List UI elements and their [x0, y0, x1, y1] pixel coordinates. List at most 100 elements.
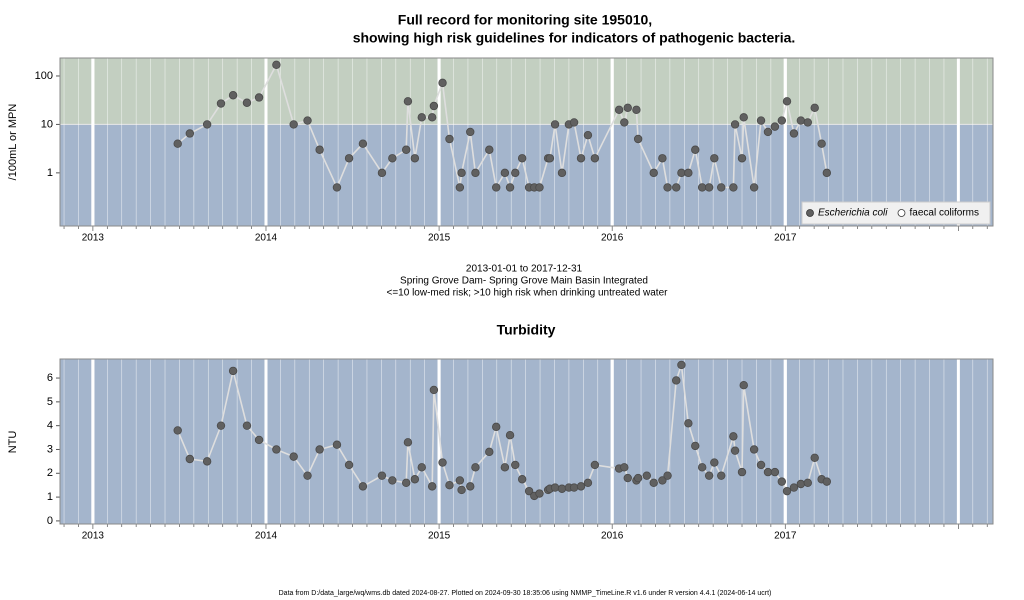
data-point: [663, 183, 672, 192]
data-point: [429, 385, 439, 395]
y-tick-label: 0: [47, 515, 53, 527]
high-risk-band: [60, 58, 993, 125]
data-point: [590, 460, 600, 470]
data-point: [535, 489, 544, 498]
footnote: Data from D:/data_large/wq/wms.db dated …: [279, 590, 772, 597]
data-point: [429, 101, 439, 111]
y-axis-label: /100mL or MPN: [7, 104, 19, 181]
plot-frame: [59, 57, 994, 227]
data-point: [620, 118, 629, 127]
data-point: [466, 482, 475, 491]
data-point: [658, 154, 667, 163]
data-point: [729, 183, 738, 192]
data-point: [763, 127, 773, 137]
x-tick-label: 2017: [774, 531, 797, 542]
data-point: [254, 93, 264, 102]
x-tick-label: 2014: [255, 233, 278, 244]
data-point: [749, 183, 759, 192]
x-tick-label: 2013: [82, 531, 105, 542]
data-point: [185, 129, 195, 138]
data-point: [704, 183, 714, 192]
data-point: [272, 445, 281, 454]
data-point: [717, 471, 726, 480]
data-point: [649, 168, 658, 178]
data-point: [749, 445, 759, 454]
data-point: [672, 376, 681, 385]
data-point: [457, 485, 466, 495]
data-point: [401, 145, 411, 154]
data-point: [642, 471, 652, 480]
data-point: [550, 483, 560, 492]
data-point: [471, 463, 480, 472]
data-point: [817, 139, 826, 148]
data-point: [417, 463, 426, 472]
y-tick-label: 1: [47, 491, 53, 503]
data-point: [315, 145, 324, 154]
data-point: [517, 475, 527, 484]
data-point: [614, 105, 624, 115]
data-point: [770, 467, 780, 477]
data-point: [358, 482, 368, 491]
data-point: [185, 454, 195, 464]
data-point: [658, 476, 667, 485]
data-point: [583, 478, 593, 488]
data-point: [677, 360, 686, 370]
data-point: [358, 139, 368, 148]
data-point: [505, 430, 515, 440]
data-point: [485, 447, 494, 457]
y-tick-label: 6: [47, 372, 53, 384]
data-point: [777, 477, 787, 486]
data-point: [710, 154, 719, 163]
data-point: [576, 154, 586, 163]
data-point: [789, 483, 799, 492]
data-point: [782, 97, 792, 106]
data-point: [289, 452, 298, 461]
x-tick-label: 2016: [601, 531, 624, 542]
data-point: [677, 168, 686, 178]
data-point: [796, 479, 806, 489]
data-point: [173, 426, 182, 435]
data-point: [691, 145, 700, 154]
data-point: [535, 183, 544, 192]
subtitle: Spring Grove Dam- Spring Grove Main Basi…: [400, 276, 648, 287]
data-point: [377, 471, 387, 480]
data-point: [569, 118, 579, 127]
legend-box: [801, 201, 991, 225]
data-point: [500, 168, 510, 178]
data-point: [455, 476, 465, 485]
data-point: [427, 113, 437, 122]
data-point: [583, 130, 593, 140]
legend-label: Escherichia coli: [818, 208, 888, 219]
data-point: [710, 458, 719, 467]
data-point: [410, 154, 420, 163]
data-point: [344, 154, 354, 163]
y-tick-label: 100: [35, 70, 53, 82]
data-point: [737, 467, 747, 477]
data-point: [810, 103, 819, 113]
y-tick-label: 2: [47, 467, 53, 479]
data-point: [737, 154, 747, 163]
data-point: [228, 366, 238, 376]
data-point: [500, 463, 510, 472]
y-tick-label: 10: [41, 118, 53, 130]
data-point: [632, 105, 641, 115]
data-point: [756, 116, 766, 125]
data-point: [202, 120, 212, 129]
data-point: [717, 183, 726, 192]
data-point: [410, 475, 420, 484]
data-point: [471, 168, 480, 178]
x-tick-label: 2016: [601, 233, 624, 244]
data-point: [466, 127, 475, 137]
data-point: [254, 435, 264, 445]
data-point: [242, 98, 252, 107]
legend: Escherichia coli faecal coliforms: [801, 201, 991, 225]
data-point: [569, 483, 579, 492]
data-point: [492, 422, 501, 432]
y-tick-label: 3: [47, 443, 53, 455]
y-tick-label: 1: [47, 167, 53, 179]
data-point: [704, 471, 714, 480]
data-point: [789, 129, 799, 138]
data-point: [796, 116, 806, 125]
data-point: [649, 478, 658, 488]
